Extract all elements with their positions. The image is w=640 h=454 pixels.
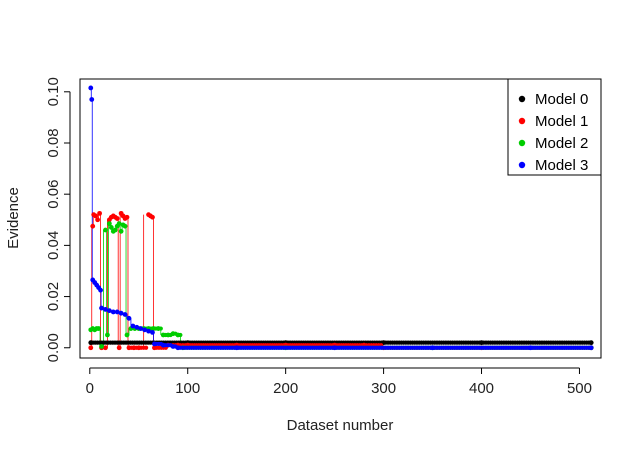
series-3-point: [99, 305, 104, 311]
series-3-point: [146, 328, 151, 334]
series-3-point: [150, 330, 155, 335]
series-2-point: [96, 326, 102, 331]
series-3-point: [138, 326, 144, 331]
x-tick-label: 200: [273, 380, 298, 397]
y-axis-label: Evidence: [5, 187, 22, 249]
series-1-point: [150, 214, 155, 220]
series-3-point: [134, 324, 140, 330]
series-2-point: [158, 326, 163, 331]
legend-marker: [518, 161, 526, 169]
series-1-point: [103, 345, 108, 351]
series-1-point: [93, 213, 99, 219]
y-tick-label: 0.06: [45, 180, 62, 209]
y-tick-label: 0.08: [45, 128, 62, 157]
y-tick-label: 0.04: [45, 231, 62, 260]
series-2-point: [105, 332, 110, 338]
series-2-point: [106, 221, 112, 227]
plot-frame: [79, 78, 602, 359]
series-3-point: [106, 308, 112, 314]
series-3-point: [114, 309, 120, 315]
legend-box: [507, 78, 602, 176]
series-3-point: [110, 309, 116, 315]
series-3-point: [88, 85, 94, 91]
series-1-point: [116, 345, 122, 351]
x-tick-label: 500: [567, 380, 592, 397]
series-0-point: [588, 340, 594, 346]
series-2-point: [118, 228, 124, 234]
series-1-point: [114, 216, 120, 221]
x-tick-label: 300: [371, 380, 396, 397]
series-3-point: [126, 315, 132, 321]
series-3-point: [118, 310, 124, 316]
series-2-point: [112, 227, 118, 233]
legend-entry: Model 3: [535, 157, 588, 174]
series-1-point: [95, 217, 101, 223]
series-2-point: [124, 332, 130, 338]
series-3-point: [130, 323, 136, 329]
series-3-point: [122, 312, 128, 317]
y-axis: 0.00 0.02 0.04 0.06 0.08 0.10: [45, 77, 71, 362]
series-3-point: [142, 327, 148, 333]
legend-marker: [518, 95, 526, 103]
x-axis: 0 100 200 300 400 500: [86, 367, 592, 397]
series-2-point: [108, 225, 114, 230]
legend-entry: Model 1: [535, 113, 588, 130]
points-layer: [88, 85, 594, 351]
x-tick-label: 100: [175, 380, 200, 397]
x-tick-label: 0: [86, 380, 94, 397]
series-2-point: [122, 223, 128, 229]
series-1-point: [97, 210, 102, 216]
y-tick-label: 0.00: [45, 333, 62, 362]
x-axis-label: Dataset number: [287, 417, 394, 434]
series-3-point: [588, 345, 594, 351]
series-3-point: [103, 306, 108, 312]
x-tick-label: 400: [469, 380, 494, 397]
legend-marker: [518, 139, 526, 147]
legend-entry: Model 2: [535, 135, 588, 152]
legend-entry: Model 0: [535, 91, 588, 108]
series-3-point: [89, 97, 95, 102]
series-1-point: [88, 345, 94, 351]
series-2-point: [99, 344, 104, 349]
series-1-point: [90, 223, 96, 229]
series-2-point: [116, 221, 122, 227]
legend: Model 0 Model 1 Model 2 Model 3: [507, 78, 602, 176]
y-tick-label: 0.02: [45, 282, 62, 311]
series-3-point: [98, 287, 103, 293]
series-1-point: [144, 345, 149, 350]
series-2-point: [178, 332, 183, 338]
vertical-segments-layer: [90, 87, 181, 348]
y-tick-label: 0.10: [45, 77, 62, 106]
series-2-point: [103, 227, 108, 233]
series-1-point: [124, 214, 130, 220]
legend-marker: [518, 117, 526, 125]
